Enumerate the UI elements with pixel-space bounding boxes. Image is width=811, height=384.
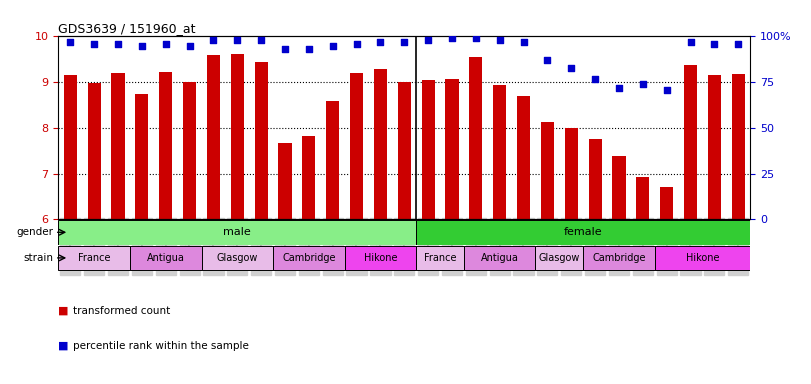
Bar bbox=[445, 79, 458, 220]
Bar bbox=[612, 156, 625, 220]
Point bbox=[684, 39, 697, 45]
Bar bbox=[583, 246, 654, 270]
Point bbox=[732, 41, 744, 47]
Bar bbox=[589, 139, 602, 220]
Point bbox=[64, 39, 77, 45]
Point bbox=[374, 39, 387, 45]
Point bbox=[255, 37, 268, 43]
Point bbox=[589, 76, 602, 82]
Point bbox=[135, 43, 148, 49]
Point bbox=[541, 57, 554, 63]
Bar bbox=[273, 246, 345, 270]
Point bbox=[207, 37, 220, 43]
Text: France: France bbox=[78, 253, 110, 263]
Bar bbox=[708, 75, 721, 220]
Bar bbox=[416, 246, 464, 270]
Point bbox=[183, 43, 196, 49]
Bar bbox=[660, 187, 673, 220]
Text: gender: gender bbox=[16, 227, 54, 237]
Text: strain: strain bbox=[24, 253, 54, 263]
Bar bbox=[397, 82, 411, 220]
Bar bbox=[350, 73, 363, 220]
Bar bbox=[470, 57, 483, 220]
Bar bbox=[637, 177, 650, 220]
Bar bbox=[464, 246, 535, 270]
Point bbox=[564, 65, 577, 71]
Bar bbox=[416, 220, 750, 245]
Text: Antigua: Antigua bbox=[147, 253, 185, 263]
Bar bbox=[535, 246, 583, 270]
Text: Hikone: Hikone bbox=[363, 253, 397, 263]
Bar bbox=[684, 65, 697, 220]
Point bbox=[517, 39, 530, 45]
Point bbox=[303, 46, 315, 52]
Bar bbox=[207, 55, 220, 220]
Text: ■: ■ bbox=[58, 341, 69, 351]
Point bbox=[445, 35, 458, 41]
Text: Antigua: Antigua bbox=[481, 253, 519, 263]
Point bbox=[112, 41, 125, 47]
Bar bbox=[278, 142, 292, 220]
Bar bbox=[58, 220, 416, 245]
Text: Glasgow: Glasgow bbox=[217, 253, 258, 263]
Bar bbox=[201, 246, 273, 270]
Text: transformed count: transformed count bbox=[73, 306, 170, 316]
Bar bbox=[159, 72, 172, 220]
Bar bbox=[135, 94, 148, 220]
Point bbox=[88, 41, 101, 47]
Point bbox=[278, 46, 291, 52]
Point bbox=[637, 81, 650, 87]
Bar bbox=[111, 73, 125, 220]
Bar bbox=[541, 122, 554, 220]
Bar bbox=[231, 54, 244, 220]
Text: percentile rank within the sample: percentile rank within the sample bbox=[73, 341, 249, 351]
Bar bbox=[374, 68, 387, 220]
Point bbox=[708, 41, 721, 47]
Bar bbox=[183, 82, 196, 220]
Bar bbox=[326, 101, 339, 220]
Point bbox=[398, 39, 411, 45]
Bar bbox=[130, 246, 201, 270]
Bar bbox=[654, 246, 750, 270]
Text: Glasgow: Glasgow bbox=[539, 253, 580, 263]
Point bbox=[470, 35, 483, 41]
Bar bbox=[517, 96, 530, 220]
Point bbox=[326, 43, 339, 49]
Bar bbox=[303, 136, 315, 220]
Point bbox=[231, 37, 244, 43]
Bar bbox=[345, 246, 416, 270]
Bar bbox=[422, 80, 435, 220]
Point bbox=[660, 86, 673, 93]
Point bbox=[159, 41, 172, 47]
Text: GDS3639 / 151960_at: GDS3639 / 151960_at bbox=[58, 22, 196, 35]
Text: France: France bbox=[424, 253, 457, 263]
Point bbox=[422, 37, 435, 43]
Bar bbox=[64, 75, 77, 220]
Text: Cambridge: Cambridge bbox=[282, 253, 336, 263]
Text: female: female bbox=[564, 227, 603, 237]
Bar bbox=[88, 83, 101, 220]
Text: Cambridge: Cambridge bbox=[592, 253, 646, 263]
Text: Hikone: Hikone bbox=[686, 253, 719, 263]
Bar bbox=[732, 74, 744, 220]
Bar bbox=[564, 128, 577, 220]
Point bbox=[493, 37, 506, 43]
Point bbox=[350, 41, 363, 47]
Text: ■: ■ bbox=[58, 306, 69, 316]
Bar bbox=[255, 62, 268, 220]
Point bbox=[612, 84, 625, 91]
Text: male: male bbox=[223, 227, 251, 237]
Bar bbox=[493, 84, 506, 220]
Bar bbox=[58, 246, 130, 270]
